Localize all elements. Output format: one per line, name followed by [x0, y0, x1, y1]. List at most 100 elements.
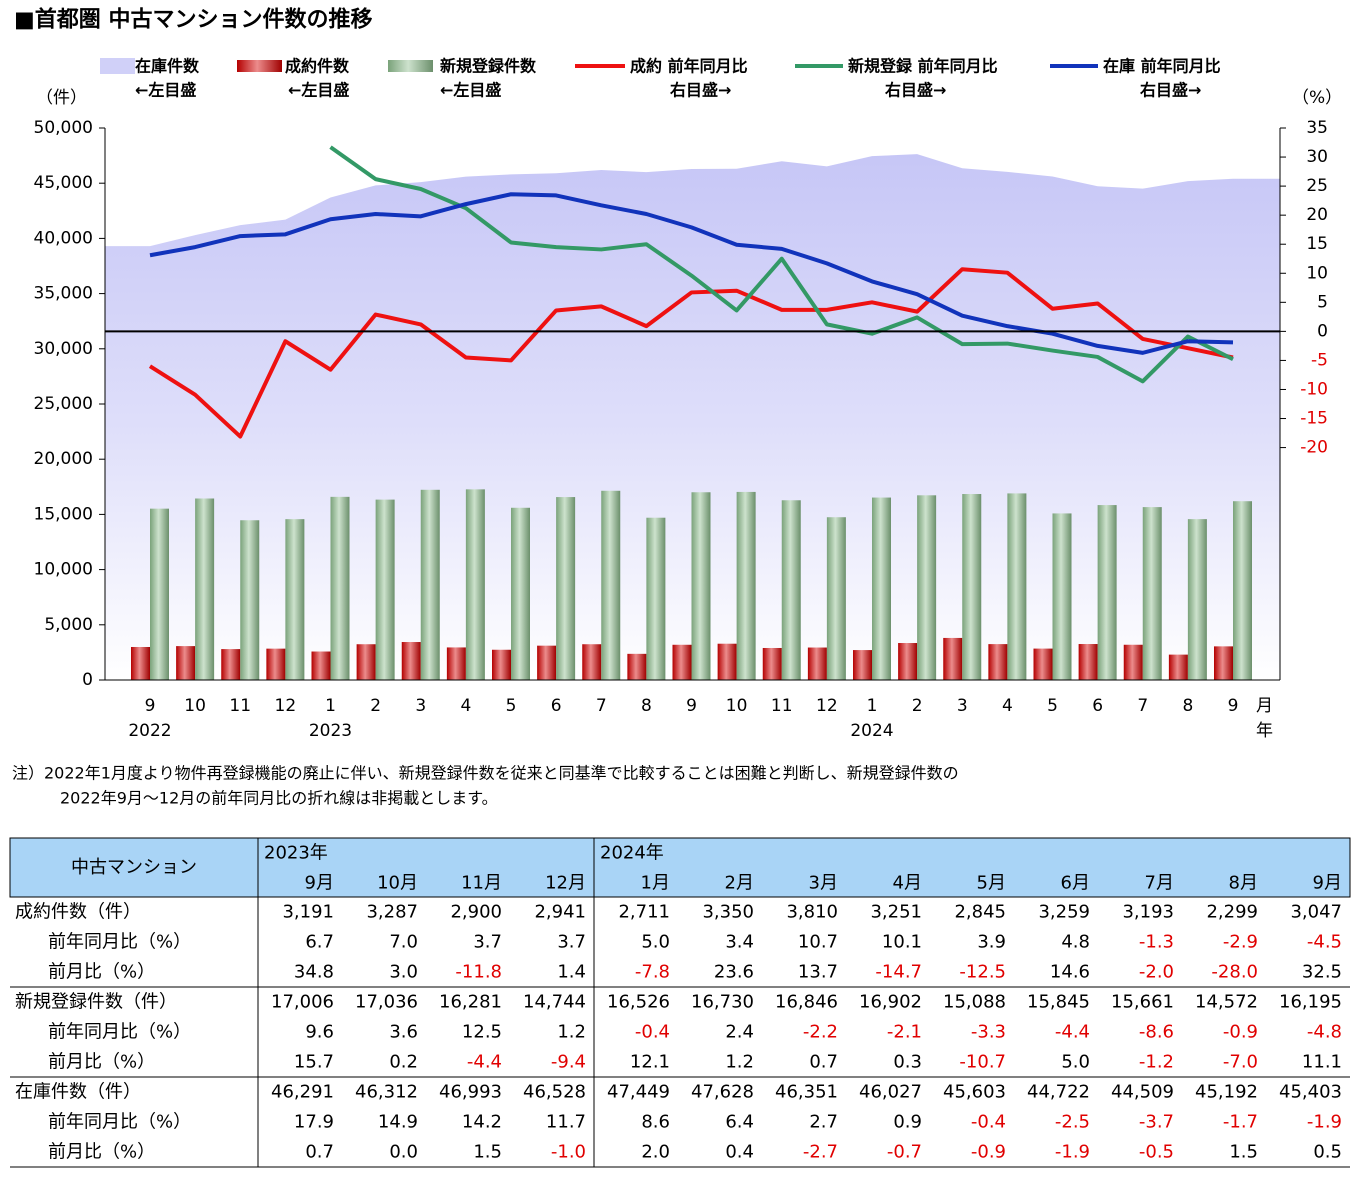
y2-tick-label: -15	[1300, 409, 1328, 429]
x-tick-label: 6	[1092, 696, 1103, 716]
table-cell: 14,744	[523, 992, 586, 1013]
table-cell: 47,628	[691, 1082, 754, 1103]
table-cell: -4.5	[1307, 932, 1342, 953]
table-cell: -0.7	[887, 1142, 922, 1163]
table-cell: 44,722	[1027, 1082, 1090, 1103]
table-cell: -0.4	[635, 1022, 670, 1043]
table-cell: 6.4	[725, 1112, 754, 1133]
bar	[762, 647, 782, 680]
table-cell: -7.8	[635, 962, 670, 983]
bar	[465, 489, 485, 680]
table-cell: -1.2	[1139, 1052, 1174, 1073]
table-cell: 17,036	[355, 992, 418, 1013]
legend-label: 成約 前年同月比	[630, 57, 748, 76]
legend-note: ←左目盛	[135, 81, 196, 100]
x-tick-label: 5	[506, 696, 517, 716]
table-row-label: 成約件数（件）	[15, 902, 141, 923]
table-cell: 7.0	[389, 932, 418, 953]
table-cell: 46,027	[859, 1082, 922, 1103]
table-cell: -2.1	[887, 1022, 922, 1043]
table-cell: 15,088	[943, 992, 1006, 1013]
table-month: 9月	[305, 873, 334, 894]
table-month: 5月	[977, 873, 1006, 894]
table-cell: 14,572	[1195, 992, 1258, 1013]
table-cell: 0.7	[809, 1052, 838, 1073]
bar	[401, 642, 421, 680]
table-year: 2023年	[264, 843, 328, 864]
bar	[1233, 501, 1252, 680]
table-cell: 3,287	[366, 902, 418, 923]
bar	[582, 644, 602, 680]
table-cell: -14.7	[875, 962, 922, 983]
y2-tick-label: -20	[1300, 438, 1328, 458]
bar	[240, 520, 260, 680]
x-tick-label: 9	[686, 696, 697, 716]
x-year-label: 2023	[309, 721, 352, 741]
table-cell: -0.4	[971, 1112, 1006, 1133]
table-cell: 15.7	[294, 1052, 334, 1073]
table-cell: 14.9	[378, 1112, 418, 1133]
bar	[1033, 648, 1053, 680]
table-cell: -7.0	[1223, 1052, 1258, 1073]
table-cell: -1.0	[551, 1142, 586, 1163]
y-tick-label: 45,000	[34, 173, 93, 193]
table-cell: 16,526	[607, 992, 670, 1013]
x-tick-label: 6	[551, 696, 562, 716]
table-cell: 1.5	[473, 1142, 502, 1163]
table-cell: 3,191	[282, 902, 334, 923]
table-cell: 3,259	[1038, 902, 1090, 923]
table-cell: -10.7	[959, 1052, 1006, 1073]
table-cell: -2.2	[803, 1022, 838, 1043]
table-cell: -2.7	[803, 1142, 838, 1163]
table-cell: -0.5	[1139, 1142, 1174, 1163]
legend-label: 在庫 前年同月比	[1103, 57, 1221, 76]
y-tick-label: 25,000	[34, 394, 93, 414]
table-row-label: 前月比（%）	[48, 962, 155, 983]
table-cell: -9.4	[551, 1052, 586, 1073]
x-tick-label: 1	[867, 696, 878, 716]
bar	[356, 644, 376, 680]
table-cell: 47,449	[607, 1082, 670, 1103]
bar	[717, 643, 737, 680]
x-tick-label: 3	[957, 696, 968, 716]
y2-tick-label: 5	[1317, 292, 1328, 312]
table-cell: 2.0	[641, 1142, 670, 1163]
y2-tick-label: 35	[1306, 118, 1328, 138]
y-tick-label: 20,000	[34, 449, 93, 469]
table-year: 2024年	[600, 843, 664, 864]
x-tick-label: 10	[184, 696, 206, 716]
table-cell: 2,900	[450, 902, 502, 923]
bar	[1052, 513, 1072, 680]
bar	[988, 644, 1008, 680]
table-month: 4月	[893, 873, 922, 894]
table-row-label: 在庫件数（件）	[15, 1082, 141, 1103]
x-tick-label: 5	[1047, 696, 1058, 716]
chart-title: ■首都圏 中古マンション件数の推移	[14, 7, 372, 33]
x-tick-label: 12	[275, 696, 297, 716]
table-cell: 1.2	[557, 1022, 586, 1043]
table-cell: -12.5	[959, 962, 1006, 983]
bar	[736, 491, 756, 680]
table-cell: 16,846	[775, 992, 838, 1013]
table-month: 10月	[377, 873, 418, 894]
y-tick-label: 0	[82, 670, 93, 690]
y-tick-label: 40,000	[34, 228, 93, 248]
x-year-unit: 年	[1256, 721, 1273, 741]
bar	[330, 496, 350, 680]
table-cell: 11.1	[1302, 1052, 1342, 1073]
table-cell: 3.4	[725, 932, 754, 953]
table-cell: 1.2	[725, 1052, 754, 1073]
table-cell: -1.7	[1223, 1112, 1258, 1133]
table-month: 9月	[1313, 873, 1342, 894]
x-year-label: 2022	[128, 721, 171, 741]
table-corner: 中古マンション	[71, 857, 197, 878]
y-tick-label: 35,000	[34, 284, 93, 304]
bar	[420, 489, 440, 680]
bar	[446, 647, 466, 680]
x-tick-label: 8	[641, 696, 652, 716]
table-cell: 9.6	[305, 1022, 334, 1043]
table-cell: 16,730	[691, 992, 754, 1013]
bar	[1123, 644, 1143, 680]
bar	[1214, 646, 1233, 680]
table-cell: -3.3	[971, 1022, 1006, 1043]
